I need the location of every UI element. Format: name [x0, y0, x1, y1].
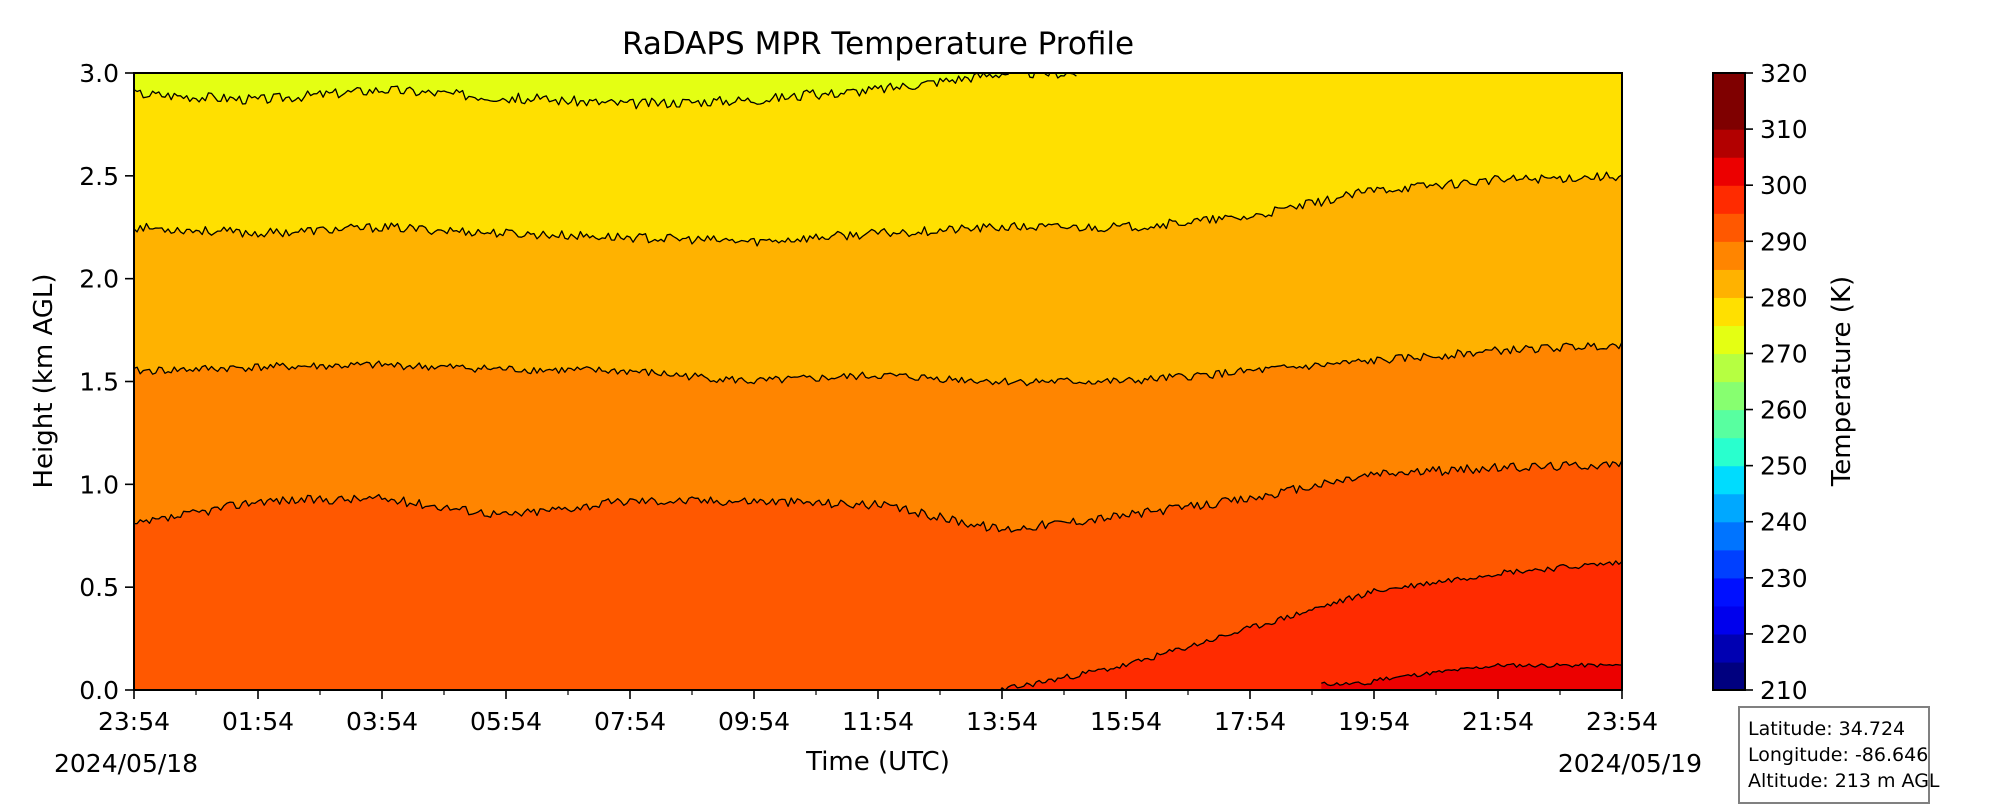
contour-290: [134, 459, 1622, 533]
band-295-300: [1000, 560, 1622, 690]
colorbar-tick-label: 290: [1760, 227, 1808, 256]
x-tick-label: 11:54: [842, 707, 914, 736]
colorbar-swatch: [1713, 241, 1745, 270]
x-tick-label: 23:54: [98, 707, 170, 736]
colorbar-swatch: [1713, 325, 1745, 355]
colorbar-swatch: [1713, 101, 1745, 130]
x-axis-label: Time (UTC): [805, 747, 950, 777]
colorbar-swatch: [1713, 381, 1745, 411]
colorbar-swatch: [1713, 157, 1745, 186]
colorbar-swatch: [1713, 297, 1745, 327]
y-tick-label: 1.0: [79, 470, 119, 499]
colorbar-tick-label: 250: [1760, 452, 1808, 481]
colorbar-tick-label: 300: [1760, 171, 1808, 200]
contour-275: [134, 73, 1077, 110]
contour-280: [134, 171, 1622, 247]
colorbar-swatch: [1713, 465, 1745, 495]
colorbar-swatch: [1713, 409, 1745, 439]
x-tick-label: 13:54: [966, 707, 1038, 736]
y-tick-label: 0.0: [79, 676, 119, 705]
x-tick-label: 01:54: [222, 707, 294, 736]
y-tick-label: 2.5: [79, 162, 119, 191]
contour-300: [1321, 662, 1622, 687]
colorbar-swatch: [1713, 521, 1745, 551]
x-tick-label: 19:54: [1338, 707, 1410, 736]
x-tick-label: 17:54: [1214, 707, 1286, 736]
colorbar-frame: [1712, 72, 1746, 691]
contour-285: [134, 341, 1622, 387]
colorbar-tick-label: 240: [1760, 508, 1808, 537]
x-tick-label: 07:54: [594, 707, 666, 736]
altitude-text: Altitude: 213 m AGL: [1748, 770, 1940, 792]
contour-lines: [134, 73, 1622, 690]
colorbar-swatch: [1713, 577, 1745, 607]
colorbar-swatch: [1713, 185, 1745, 214]
colorbar-tick-label: 280: [1760, 283, 1808, 312]
colorbar-swatch: [1713, 437, 1745, 467]
x-tick-label: 23:54: [1586, 707, 1658, 736]
colorbar-label: Temperature (K): [1827, 276, 1857, 487]
chart-title: RaDAPS MPR Temperature Profile: [622, 26, 1134, 62]
x-start-date: 2024/05/18: [54, 749, 198, 778]
longitude-text: Longitude: -86.646: [1748, 744, 1929, 766]
colorbar-tick-label: 310: [1760, 115, 1808, 144]
y-axis: 0.0 0.5 1.0 1.5 2.0 2.5 3.0: [79, 59, 134, 705]
latitude-text: Latitude: 34.724: [1748, 718, 1906, 740]
colorbar-ticks: 210 220 230 240 250 260 270 280 290 300 310 320: [1745, 59, 1808, 705]
x-tick-label: 09:54: [718, 707, 790, 736]
colorbar-swatch: [1713, 661, 1745, 691]
band-300-305: [1321, 663, 1622, 690]
colorbar-tick-label: 230: [1760, 564, 1808, 593]
colorbar-swatch: [1713, 129, 1745, 158]
y-tick-label: 2.0: [79, 265, 119, 294]
station-info-box: Latitude: 34.724 Longitude: -86.646 Alti…: [1738, 706, 1940, 804]
temperature-bands: [134, 73, 1622, 690]
colorbar-tick-label: 260: [1760, 396, 1808, 425]
contour-295: [999, 560, 1622, 690]
y-axis-label: Height (km AGL): [29, 273, 59, 488]
y-tick-label: 0.5: [79, 573, 119, 602]
x-tick-label: 05:54: [470, 707, 542, 736]
colorbar-tick-label: 270: [1760, 339, 1808, 368]
colorbar-swatch: [1713, 269, 1745, 298]
colorbar-swatch: [1713, 605, 1745, 635]
colorbar-tick-label: 220: [1760, 620, 1808, 649]
x-tick-label: 03:54: [346, 707, 418, 736]
colorbar: [1713, 73, 1745, 691]
x-end-date: 2024/05/19: [1558, 749, 1702, 778]
colorbar-tick-label: 320: [1760, 59, 1808, 88]
colorbar-swatch: [1713, 213, 1745, 242]
x-axis: 23:54 01:54 03:54 05:54 07:54 09:54 11:54 13:54…: [98, 690, 1658, 736]
colorbar-swatch: [1713, 73, 1745, 102]
y-tick-label: 3.0: [79, 59, 119, 88]
colorbar-swatch: [1713, 493, 1745, 523]
x-tick-label: 21:54: [1462, 707, 1534, 736]
colorbar-swatch: [1713, 549, 1745, 579]
y-tick-label: 1.5: [79, 368, 119, 397]
colorbar-swatch: [1713, 633, 1745, 663]
colorbar-swatch: [1713, 353, 1745, 383]
colorbar-tick-label: 210: [1760, 676, 1808, 705]
x-tick-label: 15:54: [1090, 707, 1162, 736]
